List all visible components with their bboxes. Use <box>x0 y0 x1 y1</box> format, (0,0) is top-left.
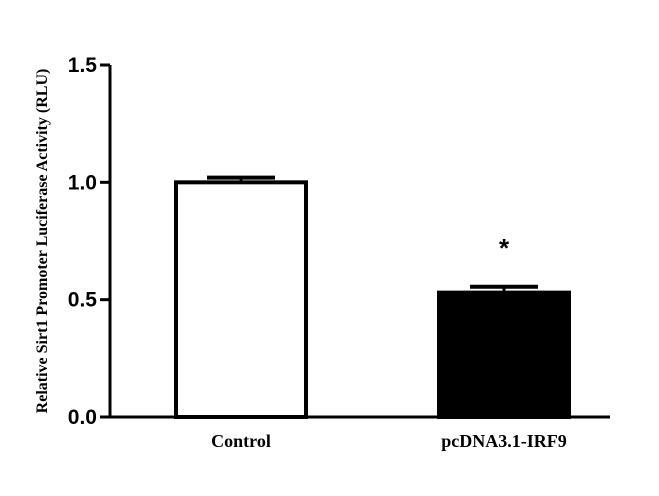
bar-2 <box>437 290 571 420</box>
x-tick-label: pcDNA3.1-IRF9 <box>441 431 567 451</box>
y-tick-label: 0.5 <box>68 289 98 312</box>
bar-marks: Control pcDNA3.1-IRF9 * <box>174 175 571 451</box>
y-tick-label: 1.5 <box>68 54 98 77</box>
bar-1 <box>174 180 308 419</box>
y-tick-label: 0.0 <box>68 406 97 429</box>
significance-marker: * <box>499 233 510 263</box>
y-tick-label: 1.0 <box>68 171 97 194</box>
x-tick-label: Control <box>211 431 271 451</box>
y-axis-title: Relative Sirt1 Promoter Luciferase Activ… <box>34 69 51 414</box>
